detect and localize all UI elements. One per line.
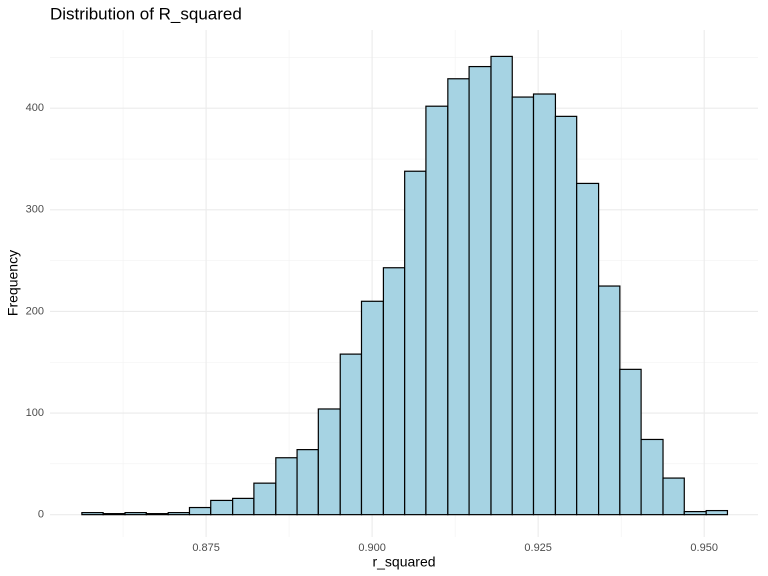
y-tick-label: 100 [26,407,44,419]
bar [210,499,234,516]
y-tick-label: 300 [26,204,44,216]
bar [619,368,642,516]
chart-title: Distribution of R_squared [50,4,242,23]
y-tick-label: 200 [26,305,44,317]
bar [167,512,191,516]
bar [468,65,492,516]
bar [382,267,406,516]
bar [576,182,600,516]
bar [511,96,535,516]
x-tick-label: 0.925 [524,542,552,554]
bar [275,457,298,516]
y-tick-label: 0 [38,509,44,521]
bar [447,78,470,516]
x-tick-label: 0.875 [192,542,220,554]
bar [188,506,212,516]
bar [232,497,255,516]
y-tick-label: 400 [26,102,44,114]
bar [640,438,664,516]
bar [145,513,169,516]
bar [490,55,513,516]
x-axis-title: r_squared [372,554,435,570]
bar [360,300,385,516]
x-tick-label: 0.950 [690,542,718,554]
bar [317,408,341,516]
bar [554,115,578,516]
bar [425,105,449,516]
x-tick-label: 0.900 [358,542,386,554]
bar [339,353,363,516]
bar [662,477,685,516]
bar [296,449,319,516]
bar [532,93,557,516]
bar [124,512,147,516]
bar [598,285,621,516]
y-axis-title: Frequency [5,250,21,316]
bar [683,510,707,516]
bar [81,512,104,516]
bar [102,513,126,516]
bar [253,482,277,516]
bar [404,170,427,516]
bar [705,509,729,516]
